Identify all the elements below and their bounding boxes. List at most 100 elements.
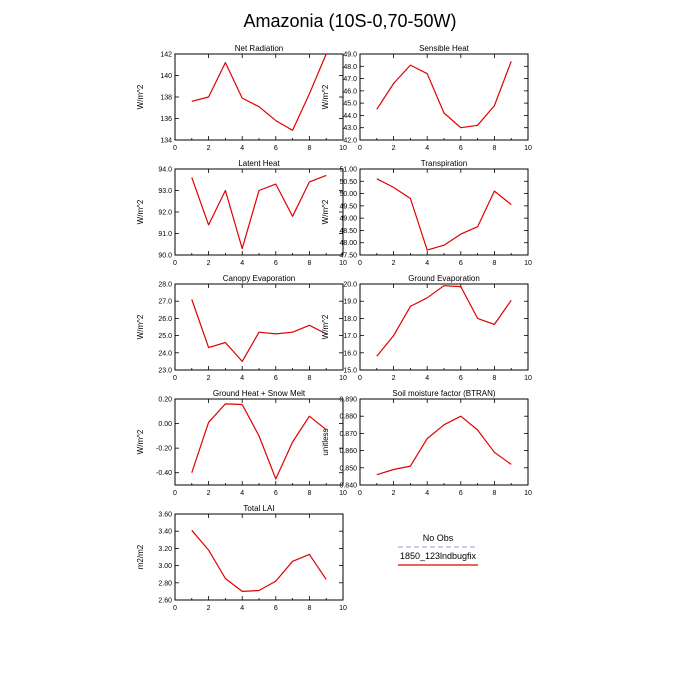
y-tick-label: 3.20 [158, 546, 172, 553]
plot-frame [359, 168, 529, 256]
legend-label: 1850_123lndbugfix [400, 551, 477, 561]
x-tick-label: 4 [425, 145, 429, 152]
series-line [376, 61, 512, 129]
plot-frame [174, 168, 344, 256]
x-tick-label: 8 [492, 490, 496, 497]
panel-title: Net Radiation [235, 44, 283, 53]
y-tick-label: 48.00 [339, 240, 357, 247]
y-tick-label: 17.0 [343, 333, 357, 340]
x-tick-label: 10 [524, 490, 532, 497]
y-tick-label: 44.0 [343, 113, 357, 120]
x-tick-label: 10 [339, 375, 347, 382]
y-tick-label: 18.0 [343, 316, 357, 323]
panel-1: Net Radiation 0 2 4 6 8 10 134 136 138 140 142 W/m^2 [136, 44, 347, 152]
y-tick-label: 90.0 [158, 253, 172, 260]
y-tick-label: 136 [160, 116, 172, 123]
y-tick-label: 93.0 [158, 188, 172, 195]
x-tick-label: 6 [274, 375, 278, 382]
panel-title: Transpiration [421, 159, 467, 168]
y-tick-label: 2.80 [158, 580, 172, 587]
y-tick-label: 20.0 [343, 282, 357, 289]
y-tick-label: 50.50 [339, 179, 357, 186]
y-tick-label: 140 [160, 73, 172, 80]
y-tick-label: 142 [160, 52, 172, 59]
x-tick-label: 10 [339, 490, 347, 497]
y-tick-label: 19.0 [343, 299, 357, 306]
panel-5: Canopy Evaporation 0 2 4 6 8 10 23.0 24.0 25.0 26.… [136, 274, 347, 382]
x-tick-label: 6 [274, 605, 278, 612]
panels-grid: Net Radiation 0 2 4 6 8 10 134 136 138 140 142 W/m^2… [136, 44, 532, 612]
legend-label: No Obs [423, 533, 454, 543]
y-tick-label: 92.0 [158, 210, 172, 217]
panel-title: Soil moisture factor (BTRAN) [392, 389, 495, 398]
y-tick-label: 0.840 [339, 483, 357, 490]
x-tick-label: 6 [459, 260, 463, 267]
x-tick-label: 4 [425, 260, 429, 267]
legend-entry-2: 1850_123lndbugfix [398, 551, 478, 566]
x-tick-label: 10 [339, 260, 347, 267]
x-tick-label: 2 [392, 145, 396, 152]
series-line [376, 415, 512, 476]
y-axis-label: W/m^2 [136, 429, 145, 454]
x-tick-label: 6 [274, 260, 278, 267]
panel-9: Total LAI 0 2 4 6 8 10 2.60 2.80 3.00 3.20 3.40 3.60… [136, 504, 347, 612]
y-tick-label: -0.20 [156, 446, 172, 453]
x-tick-label: 2 [207, 490, 211, 497]
x-tick-label: 2 [207, 145, 211, 152]
x-tick-label: 0 [173, 260, 177, 267]
x-tick-label: 8 [307, 605, 311, 612]
x-tick-label: 8 [307, 145, 311, 152]
y-tick-label: 24.0 [158, 350, 172, 357]
series-line [191, 529, 327, 593]
y-tick-label: 0.880 [339, 414, 357, 421]
panel-7: Ground Heat + Snow Melt 0 2 4 6 8 10 -0.40 -0.20… [136, 389, 347, 497]
panel-title: Sensible Heat [419, 44, 470, 53]
y-tick-label: 0.00 [158, 421, 172, 428]
y-tick-label: 3.40 [158, 529, 172, 536]
y-tick-label: 16.0 [343, 350, 357, 357]
x-tick-label: 0 [173, 375, 177, 382]
plot-frame [174, 53, 344, 141]
y-tick-label: 45.0 [343, 101, 357, 108]
y-tick-label: 51.00 [339, 167, 357, 174]
x-tick-label: 4 [425, 375, 429, 382]
y-tick-label: 91.0 [158, 231, 172, 238]
x-tick-label: 4 [240, 375, 244, 382]
panel-title: Latent Heat [238, 159, 280, 168]
panel-title: Ground Evaporation [408, 274, 480, 283]
x-tick-label: 2 [207, 375, 211, 382]
y-tick-label: -0.40 [156, 470, 172, 477]
series-line [191, 403, 327, 480]
legend-entry-1: No Obs [398, 533, 478, 548]
x-tick-label: 10 [524, 260, 532, 267]
panel-8: Soil moisture factor (BTRAN)0 2 4 6 8 100.840… [321, 389, 532, 497]
y-tick-label: 48.0 [343, 64, 357, 71]
x-tick-label: 0 [358, 490, 362, 497]
y-tick-label: 27.0 [158, 299, 172, 306]
x-tick-label: 4 [240, 605, 244, 612]
y-tick-label: 25.0 [158, 333, 172, 340]
x-tick-label: 0 [173, 490, 177, 497]
x-tick-label: 0 [173, 605, 177, 612]
x-tick-label: 8 [492, 260, 496, 267]
y-tick-label: 94.0 [158, 167, 172, 174]
panel-title: Total LAI [243, 504, 274, 513]
x-tick-label: 6 [459, 375, 463, 382]
y-axis-label: W/m^2 [136, 314, 145, 339]
series-line [191, 53, 327, 131]
y-axis-label: W/m^2 [321, 84, 330, 109]
plot-frame [174, 283, 344, 371]
x-tick-label: 2 [392, 490, 396, 497]
x-tick-label: 0 [173, 145, 177, 152]
x-tick-label: 10 [339, 605, 347, 612]
y-tick-label: 46.0 [343, 88, 357, 95]
panel-title: Ground Heat + Snow Melt [213, 389, 306, 398]
series-line [191, 299, 327, 362]
y-axis-label: m2/m2 [136, 544, 145, 569]
x-tick-label: 10 [339, 145, 347, 152]
y-axis-label: W/m^2 [321, 199, 330, 224]
y-tick-label: 15.0 [343, 368, 357, 375]
